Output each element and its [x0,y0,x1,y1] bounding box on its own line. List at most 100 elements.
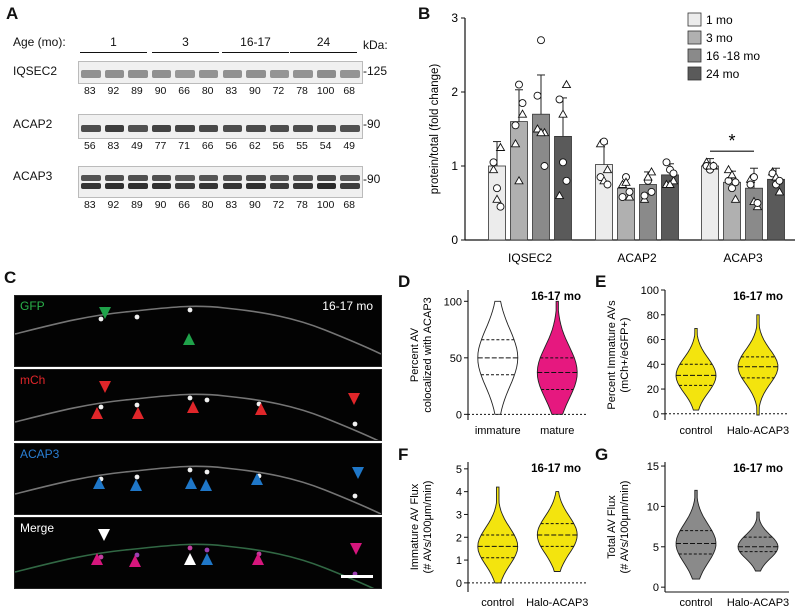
blot-lane [291,167,315,197]
blot-band [269,70,290,78]
chartG-category-label: Halo-ACAP3 [727,597,789,609]
blot-value: 83 [225,85,238,97]
blot-band [246,125,266,133]
arrowhead-icon [201,553,213,565]
blot-band [293,175,313,181]
b-point-triangle [723,164,734,174]
b-point-triangle [774,186,785,196]
b-point-triangle [536,127,546,137]
b-point-triangle [624,192,635,201]
chartF-y-tick-label: 0 [456,578,462,590]
blot-band [104,70,125,78]
blot-band [81,175,101,181]
chartE-y-axis-label: Percent Immature AVs [606,300,618,410]
b-point-triangle [668,175,679,185]
arrowhead-icon [252,553,264,565]
blot-band [198,70,219,78]
b-point-circle [533,91,542,100]
micro-panel-merge: Merge [14,517,382,589]
chartD-category-label: immature [475,425,521,437]
punctum [187,307,193,313]
b-y-tick-label: 1 [451,159,458,173]
arrowhead-icon [251,473,263,485]
b-bar [488,165,506,241]
blot-band [222,175,243,181]
chart-d-svg: 0 50 100 Percent AV colocalized with ACAP3 16… [409,290,587,437]
blot-strip [78,61,363,84]
blot-name-iqsec2: IQSEC2 [13,64,58,78]
b-y-tick-label: 2 [451,85,458,99]
arrowhead-icon [98,529,110,541]
blot-lane [173,115,197,138]
b-point-circle [662,158,671,167]
blot-band [269,125,290,133]
b-category-label: ACAP2 [617,251,657,265]
arrowhead-icon [129,555,141,567]
arrowhead-icon [352,467,364,479]
b-point-circle [750,173,758,182]
channel-label: GFP [20,299,45,313]
blot-value: 49 [131,140,143,152]
chart-e-svg: 0 20 40 60 80 100 Percent Immature AVs (mCh+/eG… [606,285,789,437]
blot-value: 100 [316,199,335,211]
blot-value: 72 [272,85,285,97]
b-point-triangle [727,169,737,179]
chartG-category-label: control [679,597,712,609]
chartG-y-tick-label: 5 [653,542,659,554]
micro-svg [15,465,381,514]
blot-lane [126,115,150,138]
blot-value: 56 [83,140,96,152]
panel-label-a: A [6,4,19,23]
blot-band [151,175,172,181]
blot-band [316,70,337,78]
blot-value: 100 [316,85,335,97]
blot-band [316,125,337,133]
blot-lane [150,115,174,138]
micro-panel-mch: mCh [14,369,382,441]
b-point-triangle [492,194,502,203]
blot-band [269,182,290,190]
age-group-line [80,52,147,53]
chartD-y-tick-label: 50 [450,353,462,365]
blot-marker: -125 [363,64,388,78]
age-group-label: 3 [182,35,189,49]
b-point-triangle [532,124,543,133]
arrowhead-icon [348,393,360,405]
arrowhead-icon [91,553,103,565]
b-point-circle [600,137,608,146]
chartE-category-label: control [679,425,712,437]
b-bar [745,187,763,241]
blot-band [104,182,125,190]
age-group-line [222,52,289,53]
punctum [204,547,210,553]
blot-band [128,70,148,78]
blot-lane [291,115,315,138]
b-point-triangle [646,167,657,176]
panel-label-g: G [595,445,609,464]
chartG-violin [675,489,717,580]
blot-band [104,175,125,181]
b-point-circle [489,158,498,167]
blot-band [81,125,101,133]
micro-age-label: 16-17 mo [322,299,373,313]
blot-lane [103,167,127,197]
blot-marker: -90 [363,117,381,131]
chartE-y-tick-label: 0 [653,409,659,421]
blot-band [151,182,172,190]
age-group-label: 24 [316,35,331,49]
punctum [134,552,140,558]
b-point-triangle [517,109,528,118]
blot-lane [338,62,362,83]
chart-f-svg: 0 1 2 3 4 5 Immature AV Flux (# AVs/100μm/min) 1… [409,462,588,609]
chartE-violin [675,327,717,411]
blot-band [198,125,219,133]
blot-band [198,175,219,181]
age-group-line [152,52,219,53]
blot-band [175,182,195,190]
chartE-y-tick-label: 60 [647,335,659,347]
punctum [134,314,140,320]
chartE-y-tick-label: 80 [647,310,659,322]
chartF-y-axis-label: Immature AV Flux [409,483,421,570]
blot-lane [268,115,292,138]
b-significance-star: * [728,131,735,151]
